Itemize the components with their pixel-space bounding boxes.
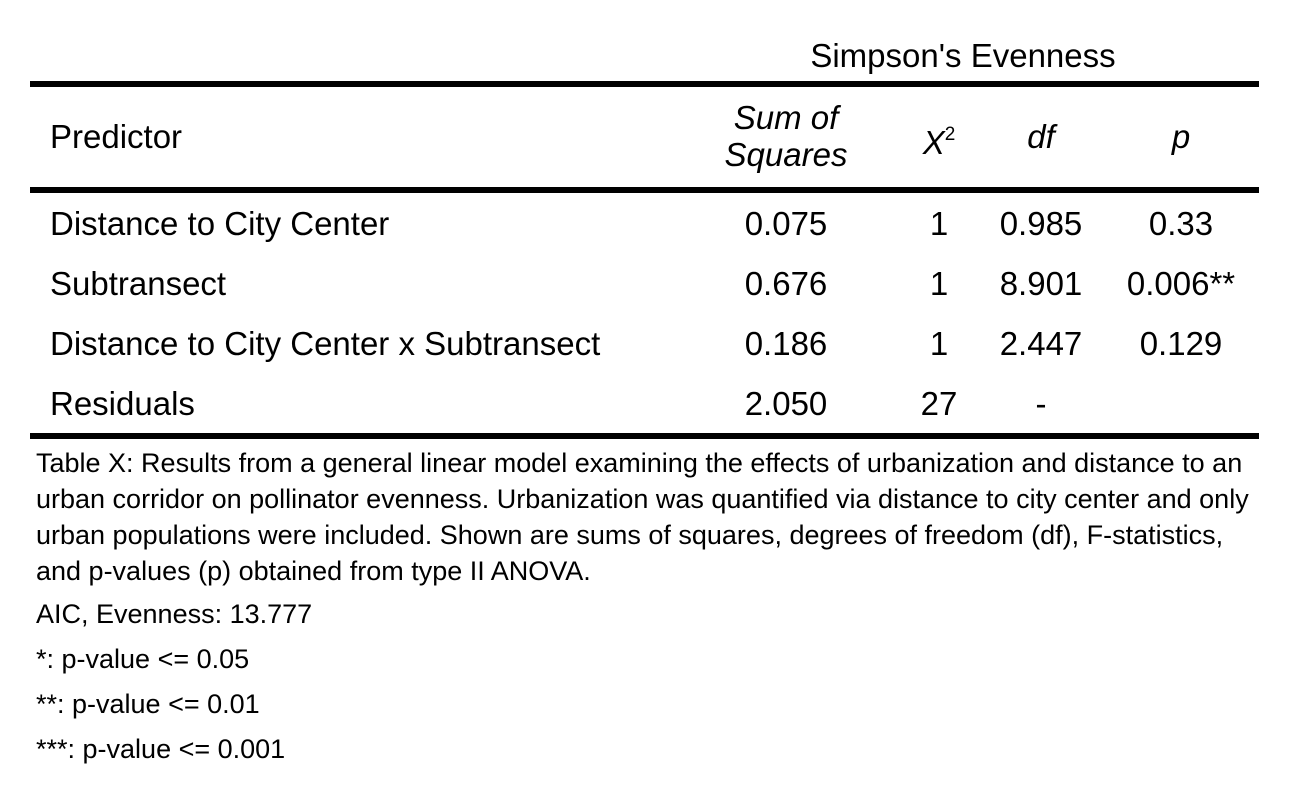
row-p: 0.129 bbox=[1139, 325, 1223, 362]
header-x2: X2 bbox=[900, 118, 978, 162]
table-header-rule bbox=[30, 187, 1259, 193]
row-p: 0.006** bbox=[1126, 265, 1236, 302]
row-sum-of-squares: 0.186 bbox=[744, 325, 828, 362]
header-x2-superscript: 2 bbox=[944, 124, 956, 145]
row-df: 8.901 bbox=[999, 265, 1083, 302]
row-x2: 1 bbox=[929, 205, 949, 242]
row-x2: 27 bbox=[920, 385, 958, 422]
row-x2: 1 bbox=[929, 265, 949, 302]
row-p: 0.33 bbox=[1148, 205, 1214, 242]
header-p: p bbox=[1171, 118, 1191, 155]
table-caption: Table X: Results from a general linear m… bbox=[36, 448, 1249, 586]
note-significance-three-star: ***: p-value <= 0.001 bbox=[36, 734, 286, 764]
row-predictor: Subtransect bbox=[50, 265, 227, 302]
row-predictor: Distance to City Center bbox=[50, 205, 390, 242]
table-bottom-rule bbox=[30, 433, 1259, 439]
note-aic: AIC, Evenness: 13.777 bbox=[36, 599, 313, 629]
row-x2: 1 bbox=[929, 325, 949, 362]
row-sum-of-squares: 0.075 bbox=[744, 205, 828, 242]
header-predictor: Predictor bbox=[50, 118, 183, 155]
row-sum-of-squares: 0.676 bbox=[744, 265, 828, 302]
row-df: 0.985 bbox=[999, 205, 1083, 242]
group-header-simpsons-evenness: Simpson's Evenness bbox=[810, 37, 1116, 74]
header-sum-of-squares: Sum of Squares bbox=[724, 99, 848, 173]
header-df: df bbox=[1027, 118, 1055, 155]
row-sum-of-squares: 2.050 bbox=[744, 385, 828, 422]
row-df: - bbox=[1035, 385, 1047, 422]
note-significance-two-star: **: p-value <= 0.01 bbox=[36, 689, 260, 719]
row-predictor: Residuals bbox=[50, 385, 195, 422]
row-df: 2.447 bbox=[999, 325, 1083, 362]
table-top-rule bbox=[30, 81, 1259, 87]
row-predictor: Distance to City Center x Subtransect bbox=[50, 325, 601, 362]
header-x2-base: X bbox=[922, 124, 945, 161]
note-significance-one-star: *: p-value <= 0.05 bbox=[36, 644, 250, 674]
